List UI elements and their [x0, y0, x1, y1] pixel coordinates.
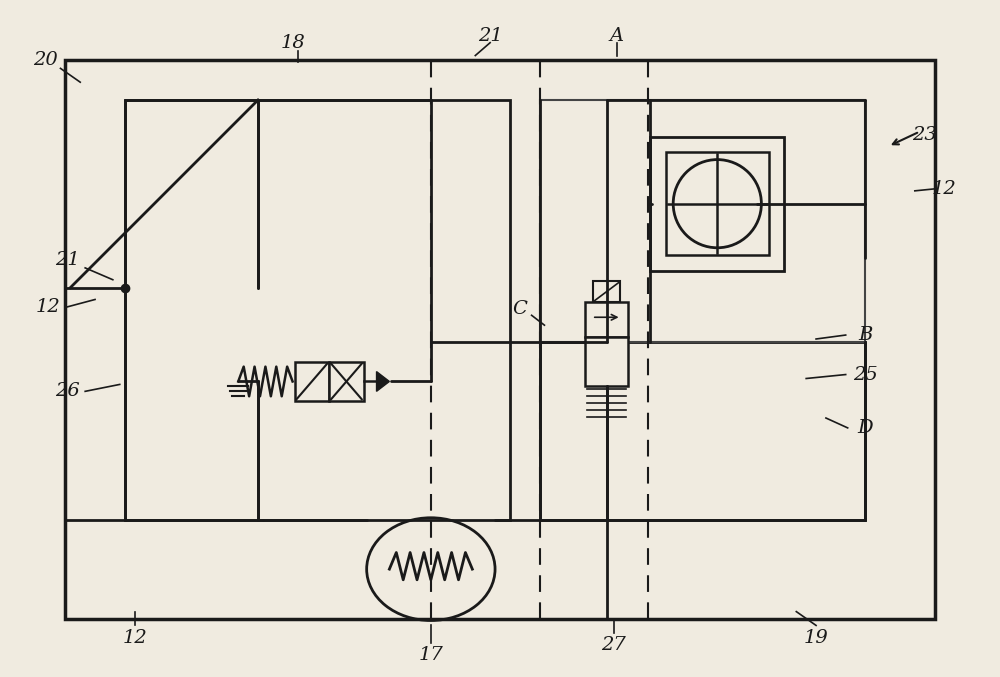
- Bar: [295, 362, 329, 401]
- Text: 25: 25: [853, 366, 878, 384]
- Bar: [666, 152, 769, 255]
- Text: C: C: [512, 301, 527, 318]
- Text: A: A: [609, 27, 624, 45]
- Text: 19: 19: [804, 629, 828, 647]
- Text: 17: 17: [418, 646, 443, 664]
- Text: 12: 12: [35, 299, 60, 316]
- Bar: [540, 100, 865, 342]
- Text: 27: 27: [601, 636, 626, 654]
- Bar: [329, 362, 364, 401]
- Text: 12: 12: [932, 180, 957, 198]
- Bar: [65, 60, 935, 619]
- Bar: [125, 100, 510, 520]
- Text: D: D: [858, 419, 873, 437]
- Bar: [540, 342, 865, 520]
- Bar: [585, 337, 628, 387]
- Text: 18: 18: [280, 34, 305, 51]
- Text: 23: 23: [912, 125, 937, 144]
- Polygon shape: [377, 372, 389, 391]
- Text: 20: 20: [33, 51, 58, 70]
- Text: 21: 21: [478, 27, 502, 45]
- Text: 12: 12: [122, 629, 147, 647]
- Text: B: B: [858, 326, 873, 344]
- Text: 26: 26: [55, 383, 80, 400]
- Text: 21: 21: [55, 251, 80, 269]
- Bar: [593, 281, 620, 303]
- Bar: [585, 303, 628, 337]
- Bar: [650, 137, 784, 271]
